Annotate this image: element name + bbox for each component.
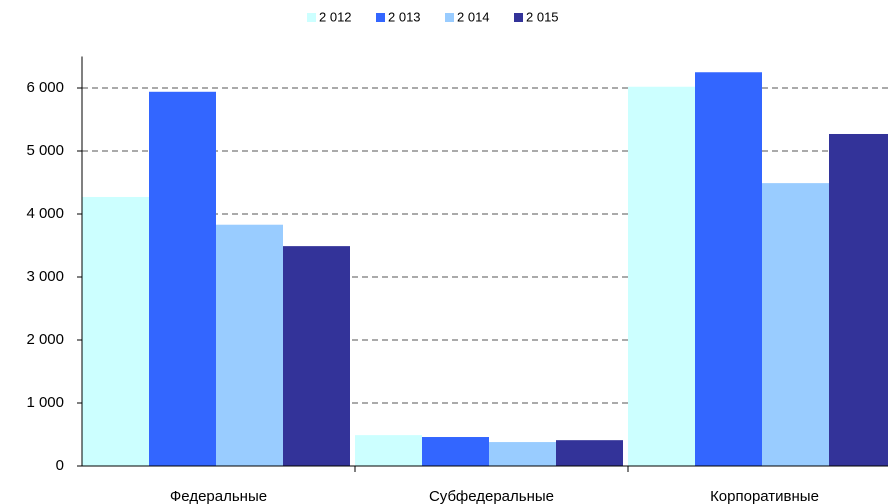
y-tick-label: 0	[56, 457, 64, 474]
legend-label: 2 014	[457, 9, 490, 24]
y-tick-label: 3 000	[26, 268, 64, 285]
legend-label: 2 012	[319, 9, 352, 24]
y-tick-label: 5 000	[26, 142, 64, 159]
legend-swatch	[307, 13, 316, 22]
bar	[216, 224, 283, 466]
x-tick-label: Федеральные	[170, 488, 267, 504]
bar	[422, 437, 489, 466]
bar	[355, 435, 422, 466]
x-tick-label: Корпоративные	[710, 488, 819, 504]
bar	[695, 72, 762, 466]
bar	[628, 86, 695, 467]
legend-label: 2 015	[526, 9, 559, 24]
x-tick-label: Субфедеральные	[429, 488, 554, 504]
bar	[762, 183, 829, 466]
bar	[829, 133, 888, 467]
legend-swatch	[376, 13, 385, 22]
y-tick-label: 2 000	[26, 331, 64, 348]
bar	[82, 196, 149, 467]
legend-label: 2 013	[388, 9, 421, 24]
y-tick-label: 1 000	[26, 394, 64, 411]
bar	[149, 91, 216, 466]
bar	[556, 440, 623, 466]
y-tick-label: 6 000	[26, 79, 64, 96]
legend-swatch	[514, 13, 523, 22]
y-tick-label: 4 000	[26, 205, 64, 222]
legend-swatch	[445, 13, 454, 22]
bar	[283, 246, 350, 466]
bar	[489, 442, 556, 466]
